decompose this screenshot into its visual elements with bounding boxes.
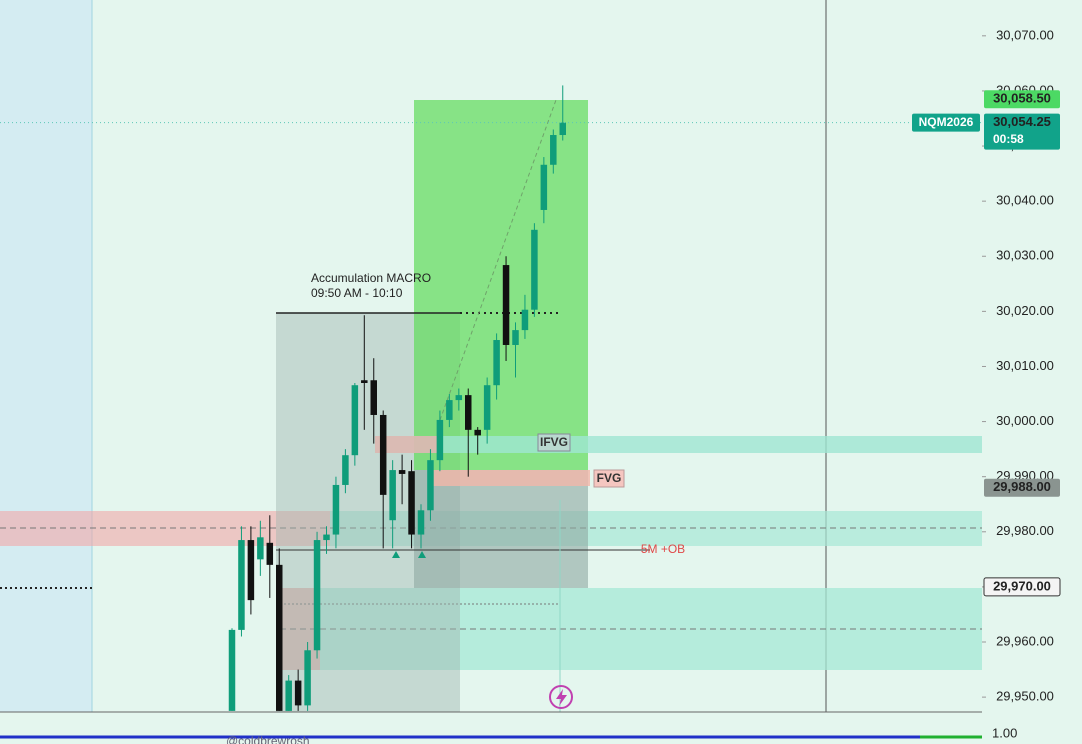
candle-body: [408, 471, 415, 535]
annotation: 5M +OB: [641, 542, 685, 556]
risk-box: [414, 470, 588, 588]
price-tag: [983, 577, 1061, 597]
price-tag-label: 29,970.00: [993, 578, 1051, 593]
candle-body: [493, 340, 500, 386]
candle-body: [465, 395, 472, 430]
annotation: Accumulation MACRO: [311, 271, 431, 285]
projection-line: [439, 99, 557, 421]
candle-body: [389, 470, 396, 521]
candle-body: [228, 629, 236, 711]
candle-body: [436, 419, 444, 461]
price-tag: [984, 90, 1060, 109]
candle-body: [550, 135, 557, 165]
y-tick-label: 30,030.00: [996, 248, 1054, 263]
candle-body: [294, 680, 302, 706]
ifvg-zone: [375, 436, 982, 453]
alert-icon[interactable]: [549, 685, 573, 709]
candle-body: [446, 400, 453, 420]
annotation: FVG: [597, 471, 622, 485]
candle-body: [361, 380, 368, 384]
candle-body: [427, 460, 434, 511]
price-tag: [984, 113, 1060, 150]
target-box: [414, 100, 588, 470]
label-box: [537, 433, 571, 452]
candle-body: [266, 542, 274, 565]
y-tick-label: 30,040.00: [996, 193, 1054, 208]
y-tick-label: 30,000.00: [996, 413, 1054, 428]
candle-body: [370, 380, 377, 415]
candle-body: [276, 564, 283, 711]
candle-body: [483, 385, 491, 430]
watermark: @coldbrewrosh: [226, 734, 310, 744]
candle-body: [238, 540, 245, 630]
candle-body: [540, 164, 548, 210]
marker: [392, 551, 400, 558]
candle-body: [342, 455, 349, 485]
candle-body: [531, 229, 538, 310]
candle-body: [559, 122, 566, 136]
symbol-label: NQM2026: [919, 115, 974, 129]
annotation: IFVG: [540, 435, 568, 449]
price-tag: [984, 478, 1060, 497]
candle-body: [455, 395, 463, 401]
price-tag-label: 29,988.00: [993, 479, 1051, 494]
marker: [418, 551, 426, 558]
alert-icon: [556, 689, 567, 706]
candle-body: [304, 650, 311, 706]
label-box: [593, 469, 625, 488]
candle-body: [351, 385, 359, 456]
y-tick-label: 29,960.00: [996, 633, 1054, 648]
price-tag-label: 30,058.50: [993, 91, 1051, 106]
candle-body: [285, 680, 292, 711]
candle-body: [521, 309, 529, 331]
candle-body: [257, 537, 264, 560]
candle-body: [398, 470, 406, 474]
candle-body: [313, 540, 321, 651]
candle-body: [502, 265, 510, 345]
y-tick-label: 29,950.00: [996, 689, 1054, 704]
candle-body: [323, 534, 330, 541]
candle-body: [332, 484, 340, 535]
price-tag-label: 30,054.25: [993, 114, 1051, 129]
ifvg-zone: [375, 436, 440, 453]
candle-body: [512, 330, 519, 345]
candle-body: [247, 540, 255, 601]
countdown: 00:58: [993, 132, 1024, 146]
y-tick-label: 30,070.00: [996, 27, 1054, 42]
annotation: 09:50 AM - 10:10: [311, 286, 403, 300]
lower-pane-label: 1.00: [992, 725, 1017, 740]
candle-body: [417, 510, 425, 535]
fvg-zone: [430, 470, 590, 486]
y-tick-label: 29,980.00: [996, 523, 1054, 538]
y-tick-label: 30,010.00: [996, 358, 1054, 373]
candle-body: [379, 414, 387, 495]
y-tick-label: 30,020.00: [996, 303, 1054, 318]
symbol-tag: [912, 113, 980, 132]
candle-body: [474, 429, 481, 436]
session-shade: [0, 0, 92, 712]
